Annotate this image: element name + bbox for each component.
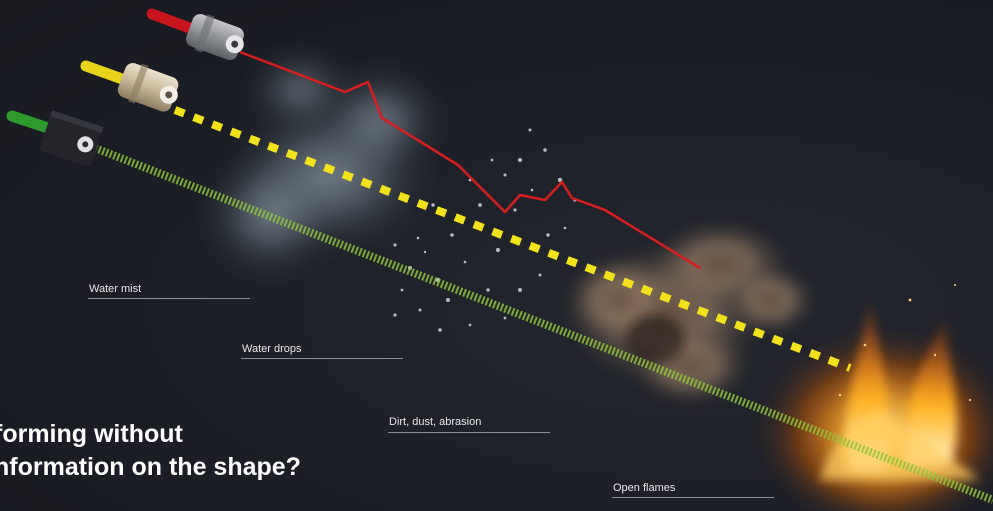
label-water-mist: Water mist (89, 283, 142, 295)
headline-line-2: nformation on the shape? (0, 453, 301, 481)
water-drops (393, 128, 577, 332)
green-beam (93, 144, 993, 504)
underline-dirt-dust (388, 432, 550, 433)
underline-water-drops (241, 358, 403, 359)
yellow-sensor (80, 60, 179, 112)
headline: forming without nformation on the shape? (0, 418, 301, 484)
green-sensor (6, 110, 104, 167)
headline-line-1: forming without (0, 420, 183, 448)
water-mist-cloud (210, 60, 435, 270)
label-dirt-dust: Dirt, dust, abrasion (389, 416, 482, 428)
dust-shadow (625, 315, 685, 365)
label-open-flames: Open flames (613, 482, 676, 494)
yellow-beam (173, 106, 852, 372)
red-beam (239, 50, 701, 270)
underline-open-flames (612, 497, 774, 498)
red-sensor (146, 8, 244, 60)
label-water-drops: Water drops (242, 343, 302, 355)
underline-water-mist (88, 298, 250, 299)
open-flames (765, 284, 993, 510)
